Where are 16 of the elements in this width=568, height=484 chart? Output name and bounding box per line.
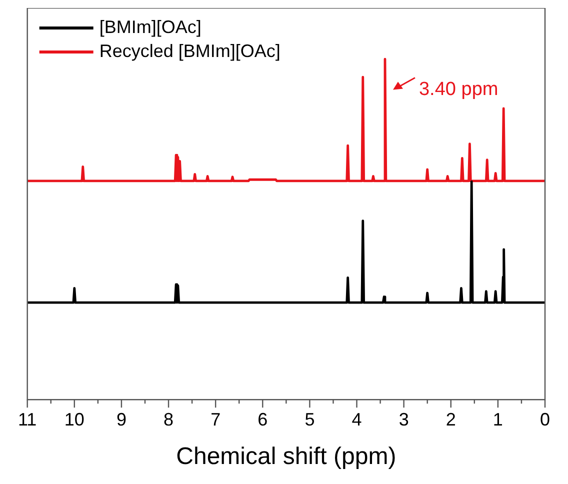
x-tick-label: 1	[492, 409, 503, 430]
annotation: 3.40 ppm	[418, 78, 498, 100]
x-tick-label: 0	[540, 409, 550, 430]
x-tick-label: 11	[18, 409, 37, 430]
x-tick-label: 9	[116, 409, 126, 430]
legend-label: [BMIm][OAc]	[99, 16, 202, 37]
legend-label: Recycled [BMIm][OAc]	[99, 40, 280, 61]
x-tick-label: 2	[446, 409, 456, 430]
x-tick-label: 6	[258, 409, 268, 430]
x-tick-label: 8	[164, 409, 174, 430]
x-axis-title: Chemical shift (ppm)	[176, 443, 396, 470]
x-tick-label: 5	[304, 409, 315, 430]
x-tick-label: 7	[210, 409, 221, 430]
x-tick-label: 3	[398, 409, 409, 430]
x-tick-label: 4	[352, 409, 362, 430]
x-tick-label: 10	[64, 409, 84, 430]
